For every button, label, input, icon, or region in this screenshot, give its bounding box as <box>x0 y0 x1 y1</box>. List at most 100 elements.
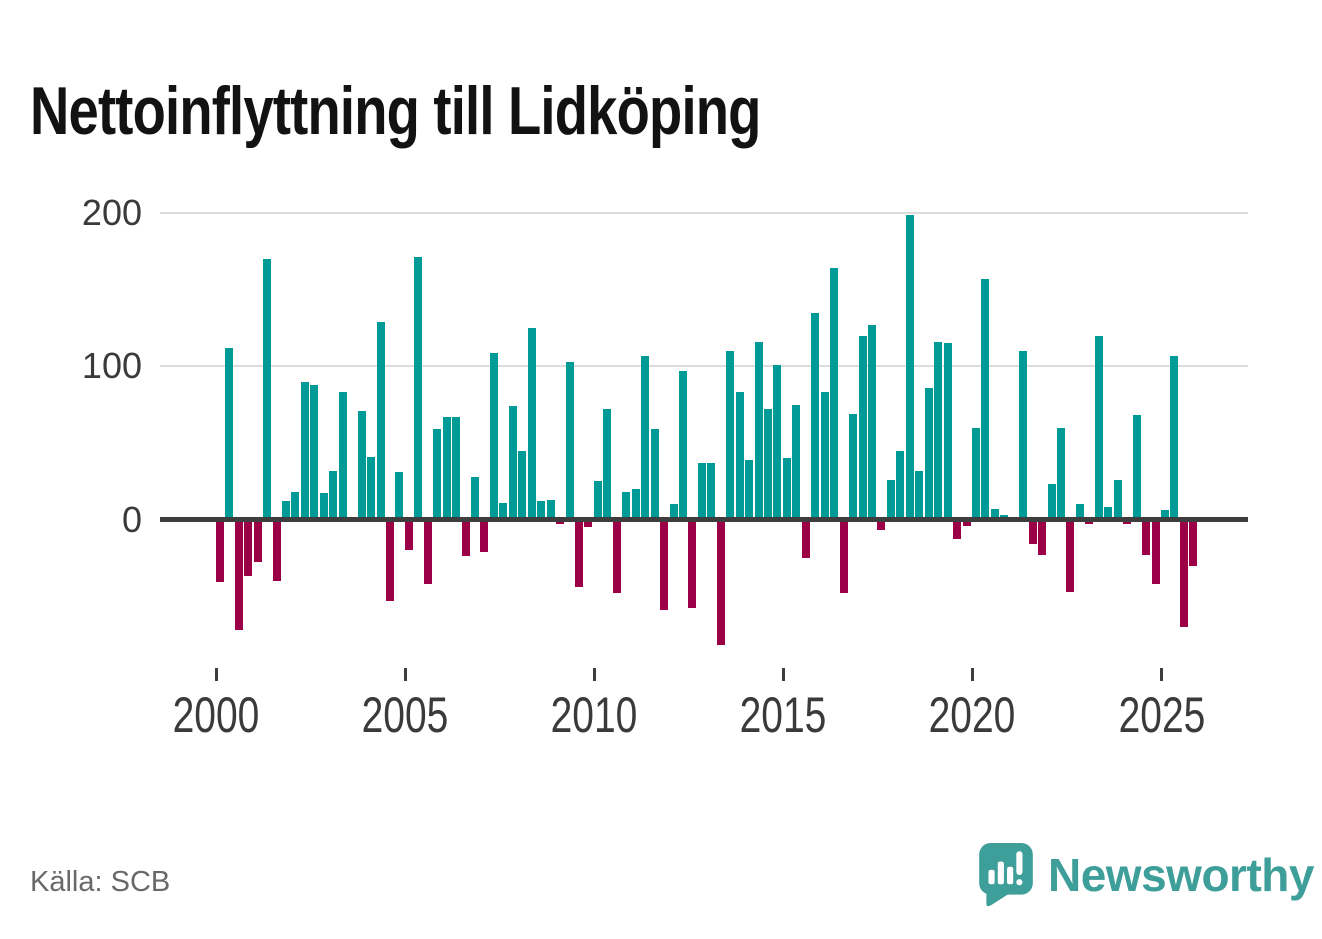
x-tick-2010 <box>592 668 596 681</box>
bar-2022Q2 <box>1057 427 1065 520</box>
bar-2000Q4 <box>244 519 253 577</box>
bar-2014Q2 <box>754 341 763 520</box>
x-axis-label-2000: 2000 <box>172 687 260 743</box>
bar-2011Q2 <box>641 355 650 520</box>
x-axis-label-2010: 2010 <box>551 687 638 743</box>
bar-2016Q4 <box>849 413 858 520</box>
bar-2025Q4 <box>1189 519 1198 566</box>
bar-2014Q3 <box>764 409 772 520</box>
zero-axis-line <box>160 517 1248 522</box>
bar-2020Q3 <box>990 508 999 520</box>
bar-2005Q2 <box>414 257 423 520</box>
bar-2009Q2 <box>565 361 574 520</box>
bar-2019Q3 <box>953 519 961 540</box>
bar-2017Q4 <box>886 479 895 520</box>
bar-2006Q2 <box>452 416 461 520</box>
bar-2018Q4 <box>924 387 933 520</box>
bar-2024Q2 <box>1132 415 1141 520</box>
bar-2012Q2 <box>678 370 687 520</box>
bar-2019Q1 <box>934 341 943 520</box>
x-axis-label-2005: 2005 <box>361 687 449 743</box>
logo-bar-tall <box>997 861 1004 885</box>
bar-2017Q2 <box>868 324 876 520</box>
x-axis-label-2020: 2020 <box>929 687 1016 743</box>
bar-2021Q2 <box>1019 350 1028 520</box>
x-tick-2025 <box>1160 668 1163 681</box>
bar-2007Q3 <box>499 502 508 520</box>
bar-2004Q4 <box>395 472 404 520</box>
bar-2023Q4 <box>1113 479 1122 520</box>
logo-bar-medium <box>1007 866 1014 885</box>
bar-2018Q3 <box>915 470 924 520</box>
y-axis-label-200: 200 <box>81 192 142 233</box>
x-tick-2000 <box>214 668 218 681</box>
gridline-100 <box>160 365 1248 368</box>
bar-2011Q1 <box>631 488 640 520</box>
bar-2005Q4 <box>433 429 442 520</box>
bar-2012Q4 <box>697 462 706 520</box>
bar-2010Q2 <box>603 409 612 520</box>
bar-2010Q3 <box>612 519 621 594</box>
bar-2015Q1 <box>782 458 791 520</box>
bar-2020Q2 <box>981 278 990 520</box>
bar-2002Q2 <box>300 381 309 520</box>
bar-2013Q3 <box>726 350 735 520</box>
newsworthy-wordmark: Newsworthy <box>1048 849 1314 901</box>
bar-2011Q4 <box>660 519 668 610</box>
bar-2010Q1 <box>593 481 602 520</box>
bar-2025Q1 <box>1161 510 1169 520</box>
x-axis-label-2015: 2015 <box>740 687 827 743</box>
bar-2006Q4 <box>471 476 479 520</box>
x-axis-label-2025: 2025 <box>1118 687 1205 743</box>
x-tick-2015 <box>781 668 785 681</box>
bar-2015Q2 <box>792 404 801 520</box>
bar-2013Q2 <box>716 519 725 646</box>
bar-2008Q2 <box>527 327 536 520</box>
gridline-200 <box>160 212 1248 214</box>
logo-exclamation-stem <box>1016 851 1023 875</box>
bar-2025Q2 <box>1170 355 1179 520</box>
x-tick-2020 <box>970 668 974 681</box>
bar-2002Q4 <box>319 493 328 520</box>
bar-2005Q3 <box>423 519 432 584</box>
bar-2005Q1 <box>404 519 413 551</box>
bar-2010Q4 <box>622 491 631 520</box>
bar-2024Q3 <box>1142 519 1150 555</box>
bar-2003Q4 <box>357 410 366 520</box>
bar-2017Q3 <box>877 519 886 531</box>
bar-2000Q3 <box>234 519 243 630</box>
bar-2004Q2 <box>376 321 385 520</box>
bar-2002Q1 <box>291 491 300 520</box>
bar-2019Q2 <box>943 343 952 520</box>
bar-2017Q1 <box>858 335 867 520</box>
bar-2023Q2 <box>1094 335 1103 520</box>
bar-2007Q1 <box>480 519 489 552</box>
bar-2015Q4 <box>811 312 820 520</box>
bar-2000Q1 <box>215 519 224 583</box>
bar-2006Q3 <box>461 519 470 557</box>
bar-2023Q3 <box>1104 507 1113 520</box>
bar-2025Q3 <box>1179 519 1188 627</box>
bar-2007Q2 <box>489 352 498 520</box>
bar-2021Q4 <box>1038 519 1047 555</box>
bar-2019Q4 <box>962 519 971 526</box>
bar-2011Q3 <box>650 429 659 520</box>
chart-title: Nettoinflyttning till Lidköping <box>30 72 761 149</box>
logo-bar-small <box>988 869 995 885</box>
bar-2001Q1 <box>253 519 262 563</box>
bar-2003Q2 <box>338 392 347 520</box>
bar-2022Q3 <box>1066 519 1075 592</box>
bar-2022Q4 <box>1075 504 1084 520</box>
bar-2001Q2 <box>263 259 272 520</box>
bar-2021Q3 <box>1028 519 1037 544</box>
logo-exclamation-dot <box>1016 879 1023 886</box>
bar-2016Q1 <box>820 392 829 520</box>
source-label: Källa: SCB <box>30 866 171 898</box>
bar-2024Q4 <box>1151 519 1160 584</box>
bar-2018Q2 <box>905 214 914 520</box>
bar-2012Q3 <box>688 519 697 609</box>
bar-2007Q4 <box>508 406 517 520</box>
bar-2022Q1 <box>1047 484 1056 520</box>
y-axis-label-100: 100 <box>81 345 142 387</box>
